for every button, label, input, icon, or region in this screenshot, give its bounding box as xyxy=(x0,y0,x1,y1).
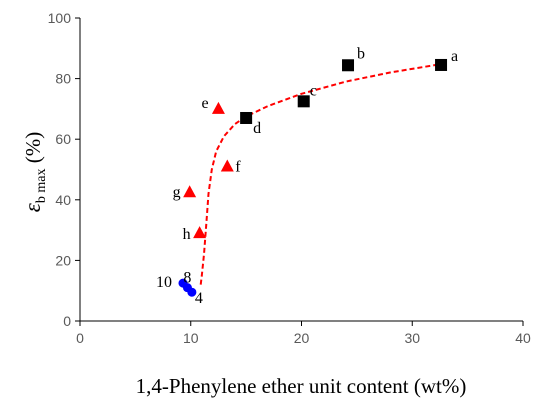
x-tick-label: 10 xyxy=(183,330,199,346)
x-axis-ticks: 0 10 20 30 40 xyxy=(76,321,531,346)
y-axis-title: εb max (%) xyxy=(20,132,49,212)
y-tick-label: 0 xyxy=(63,313,71,329)
y-tick-label: 20 xyxy=(55,252,71,268)
point-label-e: e xyxy=(201,95,208,112)
point-label-d: d xyxy=(253,120,261,137)
y-tick-label: 100 xyxy=(48,10,72,26)
trend-line xyxy=(199,63,442,285)
x-tick-label: 20 xyxy=(294,330,310,346)
square-point xyxy=(342,59,355,72)
point-label-b: b xyxy=(357,45,365,62)
x-tick-label: 40 xyxy=(515,330,531,346)
point-label-10: 10 xyxy=(156,274,172,291)
point-label-c: c xyxy=(310,82,317,99)
y-axis-title-sub: b max xyxy=(34,169,49,204)
square-point xyxy=(435,58,448,71)
y-tick-label: 40 xyxy=(55,192,71,208)
triangle-point xyxy=(193,226,207,239)
x-axis-title: 1,4-Phenylene ether unit content (wt%) xyxy=(136,374,467,398)
y-tick-label: 60 xyxy=(55,131,71,147)
triangle-point xyxy=(211,101,225,114)
data-points xyxy=(178,58,448,297)
y-axis-title-unit: (%) xyxy=(21,132,45,169)
point-labels: a b c d e f g h 48 10 xyxy=(156,45,458,307)
triangle-point xyxy=(220,159,234,172)
point-label-4: 4 xyxy=(195,290,203,307)
point-label-a: a xyxy=(451,48,458,65)
square-point xyxy=(240,111,253,124)
y-axis-title-main: ε xyxy=(20,202,45,212)
triangle-point xyxy=(183,185,197,198)
point-label-8: 8 xyxy=(183,270,191,287)
point-label-f: f xyxy=(235,158,241,175)
point-label-g: g xyxy=(173,184,181,201)
y-axis-ticks: 0 20 40 60 80 100 xyxy=(48,10,80,329)
circle-point xyxy=(178,278,188,288)
y-tick-label: 80 xyxy=(55,71,71,87)
point-label-h: h xyxy=(183,226,191,243)
x-tick-label: 0 xyxy=(76,330,84,346)
square-point xyxy=(297,95,310,108)
x-tick-label: 30 xyxy=(404,330,420,346)
